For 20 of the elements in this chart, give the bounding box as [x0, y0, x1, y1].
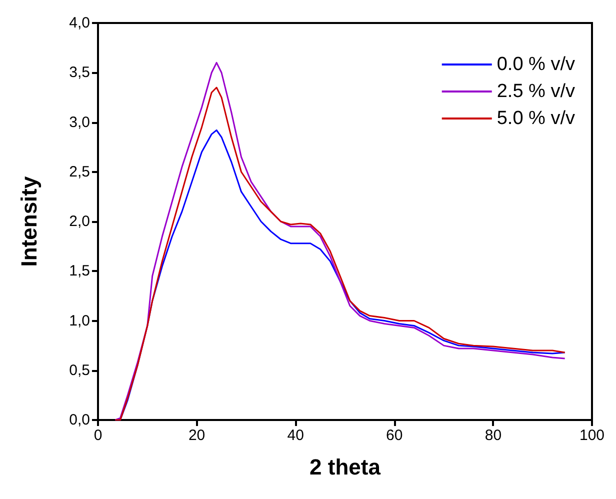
- legend-label: 0.0 % v/v: [496, 54, 576, 75]
- x-tick-label: 60: [386, 427, 403, 444]
- x-tick-label: 100: [579, 427, 605, 444]
- x-tick-label: 80: [484, 427, 502, 444]
- x-tick-label: 40: [287, 427, 304, 444]
- y-tick-label: 0,0: [69, 412, 90, 428]
- legend-label: 2.5 % v/v: [496, 81, 576, 102]
- y-tick-label: 3,0: [69, 114, 90, 131]
- y-tick-label: 1,0: [69, 312, 90, 330]
- y-tick-label: 2,0: [69, 213, 90, 230]
- y-tick-label: 2,5: [69, 163, 90, 180]
- y-tick-label: 1,5: [69, 262, 90, 280]
- y-axis-title: Intensity: [16, 176, 42, 267]
- y-tick-label: 3,5: [69, 64, 90, 82]
- y-tick-label: 0,5: [69, 362, 90, 379]
- x-tick-label: 0: [94, 427, 102, 444]
- x-tick-label: 20: [188, 427, 206, 444]
- x-axis-title: 2 theta: [310, 454, 382, 480]
- legend-label: 5.0 % v/v: [496, 108, 576, 129]
- y-tick-label: 4,0: [69, 14, 90, 32]
